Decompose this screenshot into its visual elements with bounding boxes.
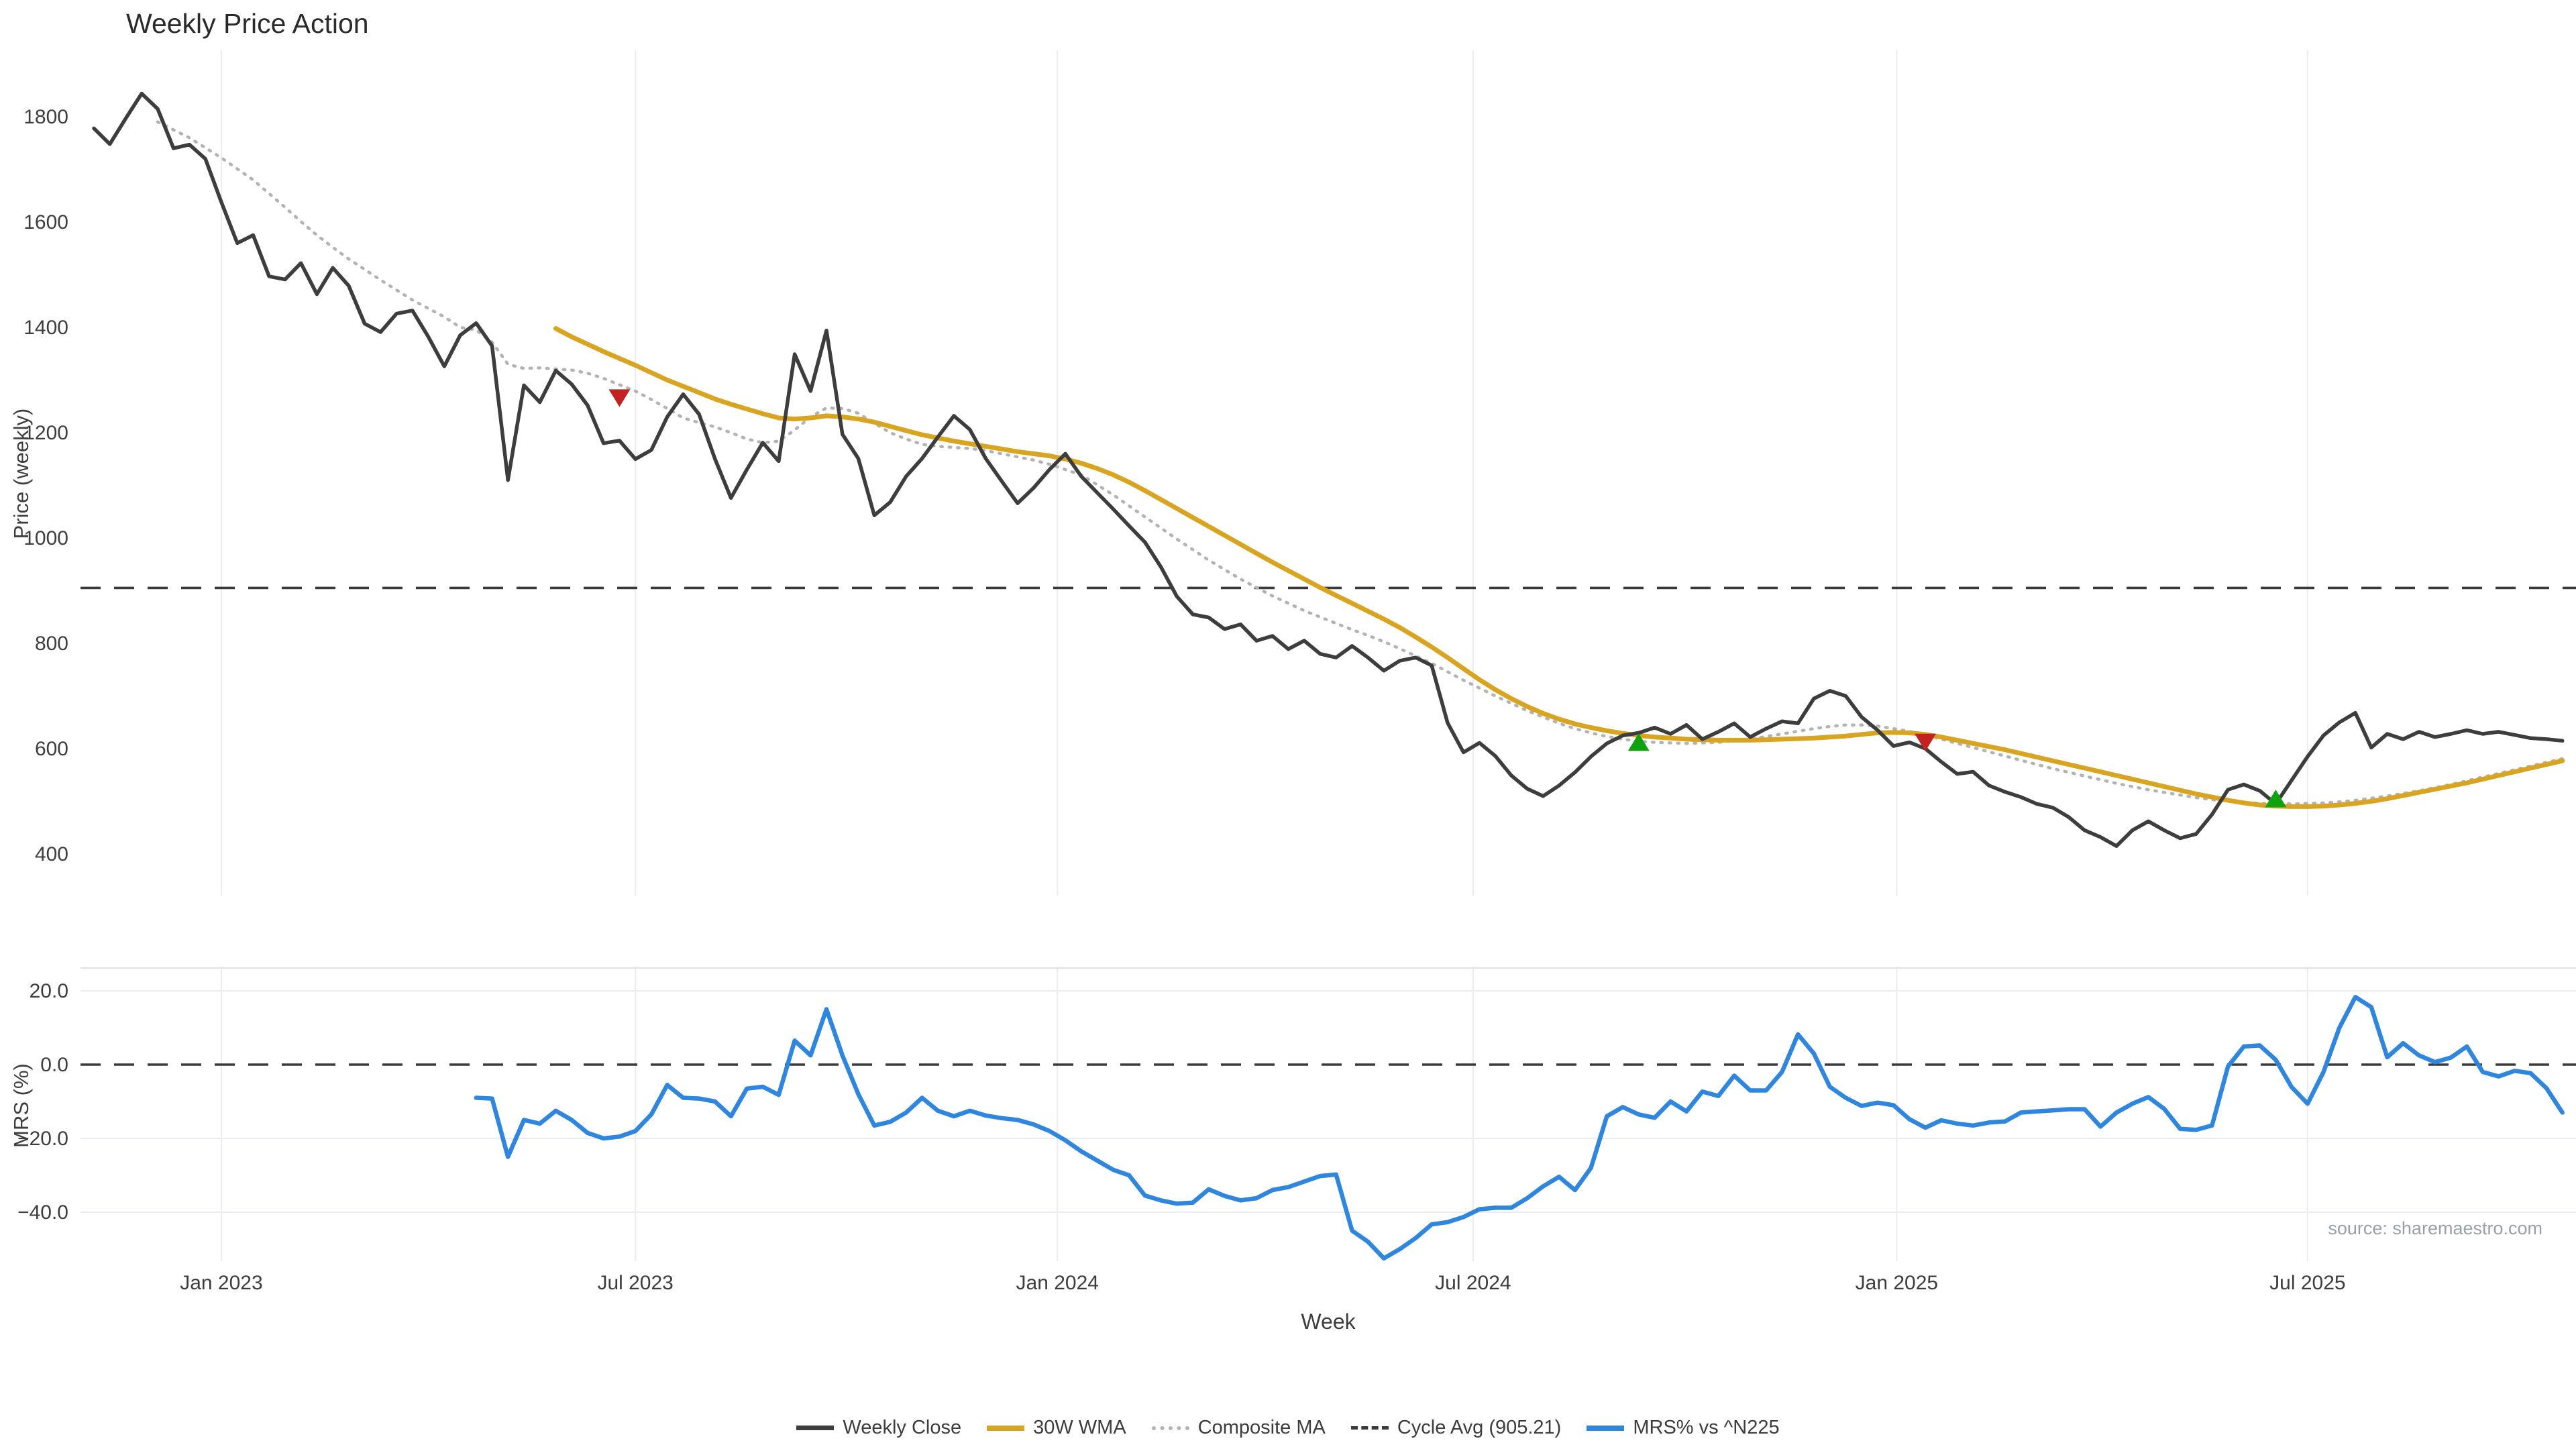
legend-label: MRS% vs ^N225 xyxy=(1633,1417,1780,1438)
price-tick-label: 1600 xyxy=(23,211,68,233)
legend-item-composite-ma[interactable]: Composite MA xyxy=(1151,1417,1326,1439)
price-tick-label: 400 xyxy=(35,843,68,865)
x-tick-label: Jan 2024 xyxy=(1016,1272,1099,1294)
legend: Weekly Close 30W WMA Composite MA Cycle … xyxy=(0,1417,2576,1439)
price-tick-label: 800 xyxy=(35,633,68,655)
x-axis-label: Week xyxy=(1301,1309,1356,1334)
legend-label: Weekly Close xyxy=(843,1417,962,1438)
mrs-line-icon xyxy=(1587,1425,1625,1431)
wma-line xyxy=(553,326,2565,809)
price-tick-label: 1400 xyxy=(23,317,68,339)
price-tick-label: 1800 xyxy=(23,106,68,128)
legend-item-cycle-avg[interactable]: Cycle Avg (905.21) xyxy=(1350,1417,1562,1439)
x-tick-label: Jul 2023 xyxy=(597,1272,673,1294)
price-tick-label: 1200 xyxy=(23,422,68,444)
mrs-tick-label: −20.0 xyxy=(17,1128,68,1150)
buy-marker xyxy=(2265,790,2287,808)
legend-item-30w-wma[interactable]: 30W WMA xyxy=(987,1417,1126,1439)
source-credit: source: sharemaestro.com xyxy=(2328,1218,2542,1238)
mrs-tick-label: 0.0 xyxy=(40,1054,68,1076)
x-tick-label: Jan 2023 xyxy=(180,1272,262,1294)
mrs-tick-label: 20.0 xyxy=(30,980,68,1002)
price-tick-label: 600 xyxy=(35,738,68,760)
sell-marker xyxy=(608,389,631,407)
x-tick-label: Jul 2024 xyxy=(1435,1272,1511,1294)
legend-label: Cycle Avg (905.21) xyxy=(1397,1417,1562,1438)
legend-label: Composite MA xyxy=(1197,1417,1326,1438)
x-tick-label: Jul 2025 xyxy=(2269,1272,2345,1294)
legend-label: 30W WMA xyxy=(1033,1417,1126,1438)
composite-ma-line xyxy=(156,120,2564,806)
mrs-axis-label: MRS (%) xyxy=(9,1063,33,1148)
weekly-close-line-icon xyxy=(796,1426,835,1430)
mrs-line xyxy=(474,995,2565,1261)
legend-item-mrs[interactable]: MRS% vs ^N225 xyxy=(1587,1417,1780,1439)
sell-marker xyxy=(1915,733,1937,752)
chart-title: Weekly Price Action xyxy=(126,8,369,39)
price-tick-label: 1000 xyxy=(23,527,68,549)
cycle-avg-line-icon xyxy=(1350,1426,1389,1430)
legend-item-weekly-close[interactable]: Weekly Close xyxy=(796,1417,961,1439)
wma-line-icon xyxy=(987,1425,1025,1431)
price-axis-label: Price (weekly) xyxy=(9,408,33,539)
composite-ma-line-icon xyxy=(1151,1426,1189,1430)
weekly-close-line xyxy=(92,91,2565,848)
x-tick-label: Jan 2025 xyxy=(1856,1272,1938,1294)
mrs-tick-label: −40.0 xyxy=(17,1201,68,1224)
buy-marker xyxy=(1627,733,1650,751)
